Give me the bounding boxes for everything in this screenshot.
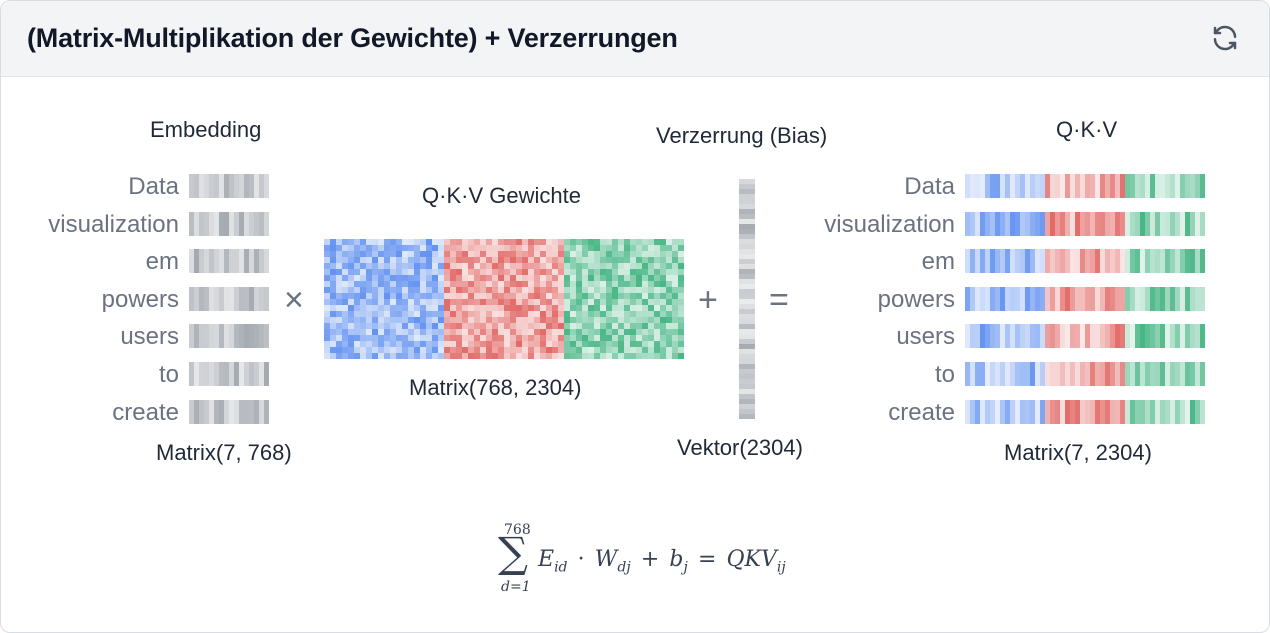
embedding-token-label: powers bbox=[101, 286, 179, 313]
embedding-row bbox=[189, 324, 269, 348]
embedding-shape: Matrix(7, 768) bbox=[156, 440, 292, 465]
formula-upper-limit: 768 bbox=[504, 522, 531, 538]
embedding-token-label: to bbox=[158, 361, 179, 388]
output-row bbox=[965, 324, 1205, 348]
output-token-label: powers bbox=[877, 286, 955, 313]
weights-title: Q·K·V Gewichte bbox=[422, 183, 581, 208]
multiply-operator: × bbox=[284, 281, 304, 319]
output-row bbox=[965, 212, 1205, 236]
output-token-label: visualization bbox=[824, 211, 955, 238]
card-title: (Matrix-Multiplikation der Gewichte) + V… bbox=[27, 23, 678, 53]
weights-matrix bbox=[324, 239, 684, 359]
output-row bbox=[965, 400, 1205, 424]
embedding-token-label: users bbox=[120, 323, 179, 350]
formula-expression: Eid · Wdj + bj = QKVij bbox=[538, 547, 786, 576]
output-row bbox=[965, 249, 1205, 273]
embedding-row bbox=[189, 212, 269, 236]
refresh-button[interactable] bbox=[1208, 21, 1242, 55]
embedding-title: Embedding bbox=[150, 117, 262, 142]
embedding-row bbox=[189, 174, 269, 198]
equals-operator: = bbox=[769, 281, 789, 319]
output-token-label: em bbox=[921, 248, 955, 275]
embedding-row bbox=[189, 400, 269, 424]
output-row bbox=[965, 174, 1205, 198]
card-header: (Matrix-Multiplikation der Gewichte) + V… bbox=[1, 1, 1269, 77]
embedding-token-label: em bbox=[145, 248, 179, 275]
bias-shape: Vektor(2304) bbox=[677, 435, 803, 460]
output-row bbox=[965, 287, 1205, 311]
embedding-row bbox=[189, 362, 269, 386]
bias-vector bbox=[739, 179, 755, 419]
weights-heatmap bbox=[324, 239, 684, 359]
embedding-row bbox=[189, 249, 269, 273]
embedding-row bbox=[189, 287, 269, 311]
bias-heatmap bbox=[739, 179, 755, 419]
embedding-token-label: visualization bbox=[48, 211, 179, 238]
output-row bbox=[965, 362, 1205, 386]
embedding-token-label: create bbox=[112, 399, 179, 426]
plus-operator: + bbox=[698, 281, 718, 319]
output-token-label: users bbox=[896, 323, 955, 350]
embedding-token-label: Data bbox=[128, 173, 179, 200]
formula-sum-symbol: ∑ bbox=[498, 528, 528, 577]
output-shape: Matrix(7, 2304) bbox=[1004, 440, 1152, 465]
output-token-label: Data bbox=[904, 173, 955, 200]
output-token-label: to bbox=[934, 361, 955, 388]
weights-shape: Matrix(768, 2304) bbox=[409, 375, 582, 400]
formula-lower-limit: d=1 bbox=[501, 579, 531, 595]
refresh-icon bbox=[1213, 25, 1237, 51]
bias-title: Verzerrung (Bias) bbox=[656, 123, 828, 148]
output-title: Q·K·V bbox=[1056, 117, 1118, 142]
output-token-label: create bbox=[888, 399, 955, 426]
